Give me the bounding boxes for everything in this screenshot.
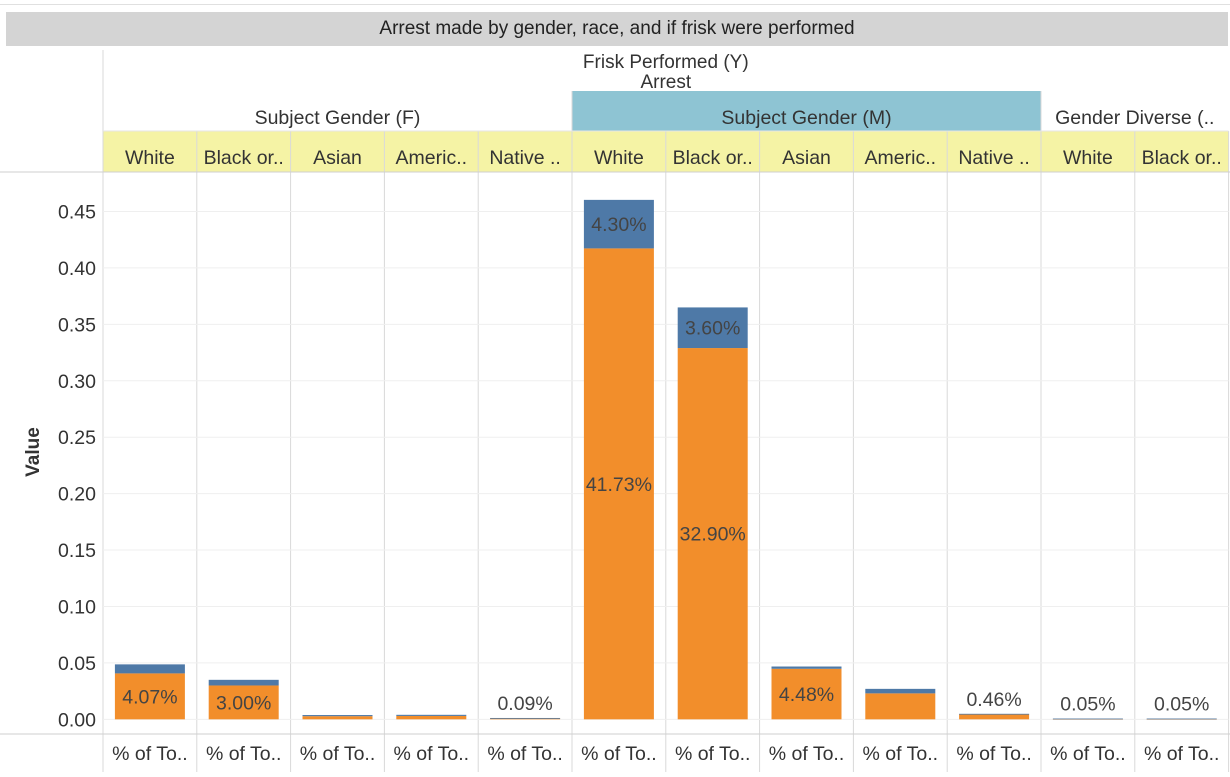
- y-tick-label: 0.40: [58, 258, 96, 280]
- race-header-label: Native ..: [958, 147, 1030, 169]
- gender-group-label: Subject Gender (F): [255, 107, 421, 129]
- bar-value-label: 41.73%: [586, 474, 652, 496]
- bar-arrest-segment: [677, 348, 748, 720]
- race-header-label: White: [1063, 147, 1113, 169]
- y-axis: 0.00 0.05 0.10 0.15 0.20 0.25 0.30 0.35 0.40 0.45…: [23, 201, 96, 731]
- bar-segment-label: 4.30%: [591, 214, 646, 236]
- bar-frisk-segment: [302, 715, 373, 717]
- bar-arrest-segment: [583, 248, 654, 720]
- bar-value-label: 4.07%: [122, 686, 177, 708]
- y-axis-label: Value: [23, 427, 44, 477]
- bar-arrest-segment: [396, 715, 467, 720]
- gender-group-highlight: [572, 91, 1041, 131]
- bar-frisk-segment: [490, 717, 561, 719]
- measure-label: % of To..: [394, 743, 470, 765]
- bar-arrest-segment: [959, 714, 1030, 720]
- y-tick-label: 0.05: [58, 653, 96, 675]
- measure-label: % of To..: [956, 743, 1032, 765]
- y-tick-label: 0.25: [58, 427, 96, 449]
- bar-frisk-segment: [583, 199, 654, 249]
- measure-label: % of To..: [112, 743, 188, 765]
- y-tick-label: 0.45: [58, 201, 96, 223]
- measure-label: % of To..: [581, 743, 657, 765]
- bar-arrest-segment: [490, 718, 561, 720]
- race-header-label: Asian: [313, 147, 362, 169]
- gender-group-label: Gender Diverse (..: [1055, 107, 1214, 129]
- top-border-line: [0, 4, 1230, 5]
- race-header-label: White: [125, 147, 175, 169]
- y-tick-label: 0.10: [58, 596, 96, 618]
- y-tick-label: 0.35: [58, 314, 96, 336]
- data-labels: 4.07% 3.00% 0.09% 41.73% 4.30% 32.90% 3.60% 4.4…: [122, 214, 1209, 715]
- race-header-label: Black or..: [673, 147, 753, 169]
- bar-frisk-segment: [1052, 718, 1123, 720]
- bar-value-label: 0.05%: [1060, 694, 1115, 716]
- bar-value-label: 32.90%: [680, 524, 746, 546]
- measure-label: % of To..: [863, 743, 939, 765]
- measure-label: % of To..: [1144, 743, 1220, 765]
- y-tick-label: 0.30: [58, 371, 96, 393]
- bar-frisk-segment: [959, 713, 1030, 715]
- race-header-label: Americ..: [865, 147, 937, 169]
- race-header-label: Black or..: [1142, 147, 1222, 169]
- bar-value-label: 0.46%: [966, 689, 1021, 711]
- bar-arrest-segment: [771, 668, 842, 720]
- measure-label: % of To..: [675, 743, 751, 765]
- measure-label: % of To..: [487, 743, 563, 765]
- bar-frisk-segment: [771, 666, 842, 669]
- bar-arrest-segment: [865, 693, 936, 720]
- bar-value-label: 0.05%: [1154, 694, 1209, 716]
- bar-frisk-segment: [396, 714, 467, 716]
- race-header-label: Asian: [782, 147, 831, 169]
- race-header-label: Black or..: [204, 147, 284, 169]
- bar-value-label: 4.48%: [779, 684, 834, 706]
- bar-arrest-segment: [208, 685, 279, 720]
- bar-frisk-segment: [1146, 718, 1217, 720]
- gridlines: [0, 50, 1230, 772]
- bar-frisk-segment: [865, 688, 936, 694]
- measure-footer: % of To.. % of To.. % of To.. % of To.. % of…: [112, 743, 1219, 765]
- measure-label: % of To..: [769, 743, 845, 765]
- y-tick-label: 0.00: [58, 709, 96, 731]
- chart-title-text: Arrest made by gender, race, and if fris…: [379, 18, 855, 39]
- y-tick-label: 0.15: [58, 540, 96, 562]
- bar-value-label: 0.09%: [497, 693, 552, 715]
- bar-value-label: 3.00%: [216, 692, 271, 714]
- bar-frisk-segment: [208, 679, 279, 686]
- bar-frisk-segment: [677, 307, 748, 349]
- bar-arrest-segment: [114, 673, 185, 720]
- bar-arrest-segment: [302, 716, 373, 720]
- measure-label: % of To..: [300, 743, 376, 765]
- race-header-label: Americ..: [396, 147, 468, 169]
- bar-frisk-segment: [114, 664, 185, 674]
- bar-segment-label: 3.60%: [685, 318, 740, 340]
- frisk-header: Frisk Performed (Y): [583, 52, 749, 73]
- y-tick-label: 0.20: [58, 484, 96, 506]
- arrest-header: Arrest: [640, 72, 691, 93]
- measure-label: % of To..: [206, 743, 282, 765]
- chart-title: Arrest made by gender, race, and if fris…: [6, 12, 1228, 46]
- race-header-label: Native ..: [489, 147, 561, 169]
- measure-label: % of To..: [1050, 743, 1126, 765]
- race-header-label: White: [594, 147, 644, 169]
- bars: [114, 199, 1217, 720]
- gender-group-label: Subject Gender (M): [721, 107, 891, 129]
